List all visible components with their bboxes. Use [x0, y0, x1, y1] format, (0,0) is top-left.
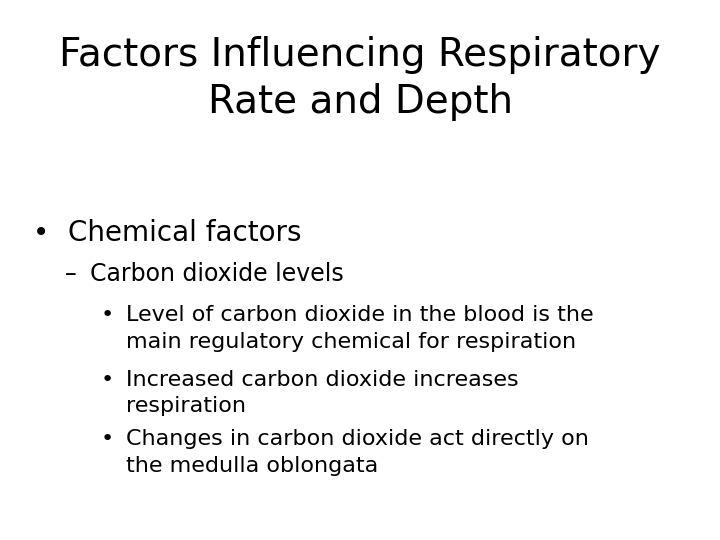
- Text: •: •: [32, 219, 49, 247]
- Text: •: •: [101, 305, 114, 325]
- Text: •: •: [101, 429, 114, 449]
- Text: Carbon dioxide levels: Carbon dioxide levels: [90, 262, 343, 286]
- Text: Factors Influencing Respiratory
Rate and Depth: Factors Influencing Respiratory Rate and…: [59, 36, 661, 121]
- Text: Chemical factors: Chemical factors: [68, 219, 302, 247]
- Text: Changes in carbon dioxide act directly on
the medulla oblongata: Changes in carbon dioxide act directly o…: [126, 429, 589, 476]
- Text: Level of carbon dioxide in the blood is the
main regulatory chemical for respira: Level of carbon dioxide in the blood is …: [126, 305, 593, 352]
- Text: –: –: [65, 262, 76, 286]
- Text: Increased carbon dioxide increases
respiration: Increased carbon dioxide increases respi…: [126, 370, 518, 416]
- Text: •: •: [101, 370, 114, 390]
